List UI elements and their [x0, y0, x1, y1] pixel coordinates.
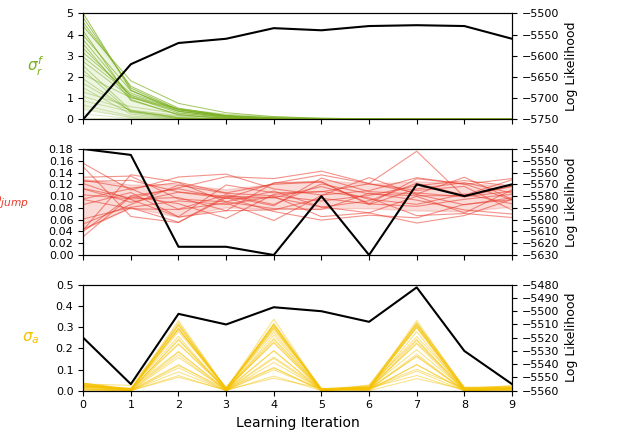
Y-axis label: Log Likelihood: Log Likelihood [564, 157, 578, 247]
Y-axis label: $p_{jump}$: $p_{jump}$ [0, 193, 29, 211]
Y-axis label: $\sigma_r^f$: $\sigma_r^f$ [27, 55, 45, 78]
Y-axis label: Log Likelihood: Log Likelihood [564, 22, 578, 111]
Y-axis label: Log Likelihood: Log Likelihood [565, 293, 578, 382]
Y-axis label: $\sigma_a$: $\sigma_a$ [22, 330, 40, 345]
X-axis label: Learning Iteration: Learning Iteration [236, 416, 360, 430]
